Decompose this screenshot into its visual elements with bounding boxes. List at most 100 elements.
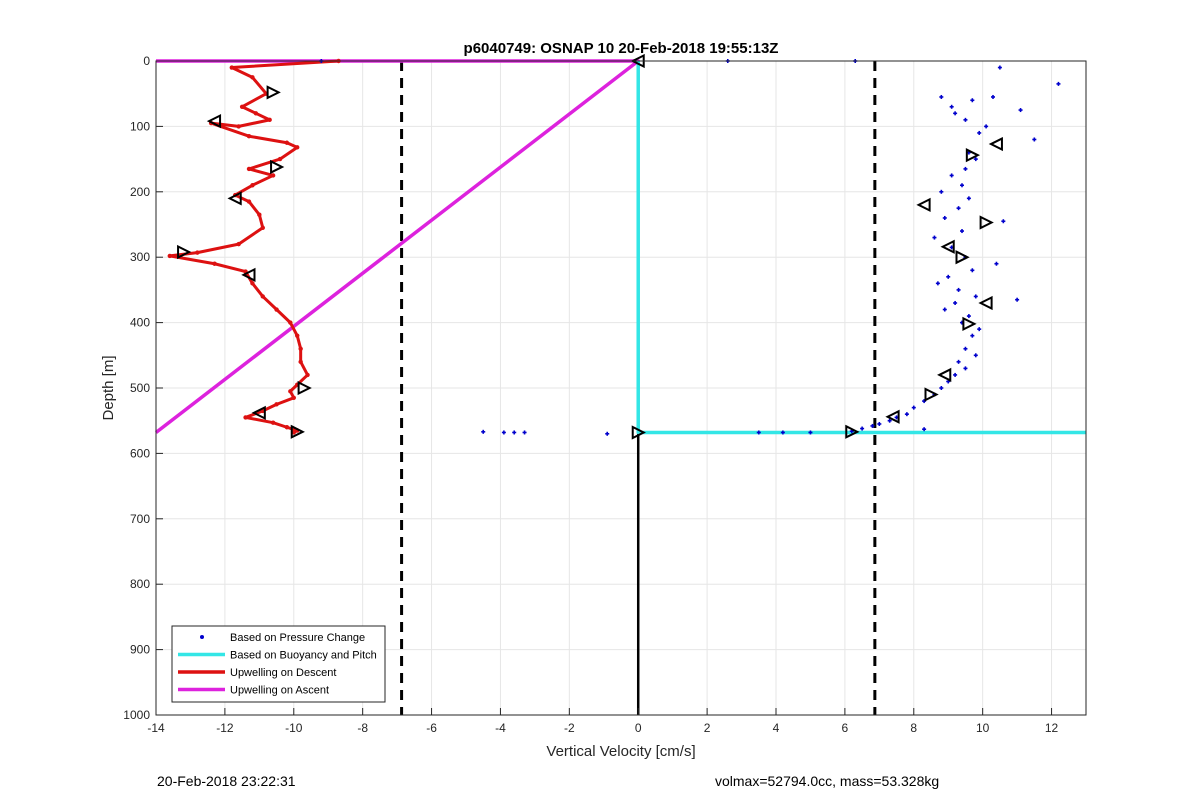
y-tick-label: 200 [130,185,150,199]
pressure-change-point-v [954,300,956,305]
descent-point [298,359,303,365]
pressure-change-point-v [974,294,977,299]
ascent-marker [845,424,860,439]
ascent-marker [916,197,931,212]
descent-point [298,346,303,351]
descent-point [250,75,255,80]
descent-marker [297,380,312,396]
descent-point [257,212,262,217]
x-tick-label: -6 [426,721,437,735]
pressure-change-point-v [1019,108,1022,113]
descent-point [260,294,265,299]
descent-point [291,395,296,401]
descent-point [260,225,265,230]
descent-point [288,389,293,394]
ascent-marker [979,215,994,230]
y-tick-label: 700 [130,512,150,526]
x-tick-label: -10 [285,721,303,735]
pressure-change-point-v [957,287,960,292]
marker-layer [177,53,1003,440]
pressure-change-point-v [523,430,526,435]
ascent-marker [924,387,939,402]
pressure-change-point-v [961,183,963,188]
pressure-change-point-v [513,430,516,435]
pressure-change-point-v [954,372,956,377]
pressure-change-point-v [878,421,881,426]
pressure-change-point-v [964,366,967,371]
x-tick-label: 2 [704,721,711,735]
pressure-change-point-v [895,415,898,420]
pressure-change-point-v [992,94,994,99]
ascent-marker [978,295,993,311]
y-tick-label: 400 [130,316,150,330]
pressure-change-point-v [971,98,974,103]
pressure-change-point-v [850,429,853,434]
pressure-change-point-v [964,346,967,351]
x-axis-label: Vertical Velocity [cm/s] [546,743,695,760]
pressure-change-point-v [974,353,977,358]
chart-title: p6040749: OSNAP 10 20-Feb-2018 19:55:13Z [464,40,779,57]
pressure-change-point-v [809,430,812,435]
pressure-change-point-v [961,320,963,325]
x-tick-label: -12 [216,721,234,735]
footer-timestamp: 20-Feb-2018 23:22:31 [157,773,296,789]
descent-point [267,117,272,123]
pressure-change-point-v [974,157,977,162]
ascent-marker [885,409,900,424]
descent-point [236,241,241,247]
pressure-change-point-v [995,261,998,266]
pressure-change-point-v [1033,137,1036,142]
pressure-change-point-v [912,405,915,410]
pressure-change-point-v [940,386,943,390]
descent-point [284,425,290,430]
pressure-change-point-v [757,430,760,435]
pressure-change-point-v [606,431,609,436]
descent-marker [290,424,305,439]
y-tick-label: 800 [130,577,150,591]
pressure-change-point-v [940,189,943,194]
y-tick-label: 300 [130,250,150,264]
pressure-change-point-v [937,281,939,286]
y-tick-label: 1000 [123,708,150,722]
legend: Based on Pressure Change Based on Buoyanc… [171,625,386,703]
descent-point [243,415,248,420]
descent-point [295,333,300,338]
pressure-change-point-v [940,94,943,99]
descent-point [274,402,279,407]
descent-marker [177,244,192,260]
axis-ticks: -14 -12 -10 -8 -6 -4 -2 0 2 4 6 8 10 12 0 100 200 300 400 5… [123,54,1058,735]
pressure-change-point-v [978,130,981,135]
legend-label: Upwelling on Descent [230,667,336,679]
legend-label: Based on Pressure Change [230,632,365,644]
x-tick-label: 6 [842,721,849,735]
pressure-change-point-v [923,427,925,432]
descent-point [212,261,217,266]
x-tick-label: -4 [495,721,506,735]
descent-point [253,111,259,116]
y-tick-label: 0 [143,54,150,68]
x-tick-label: 12 [1045,721,1059,735]
descent-point [246,166,252,172]
descent-marker [270,159,285,175]
pressure-change-point-v [957,206,960,211]
ascent-marker [988,136,1003,152]
y-tick-label: 600 [130,446,150,460]
legend-label: Based on Buoyancy and Pitch [230,650,377,662]
descent-marker [227,191,242,206]
x-tick-label: -14 [147,721,165,735]
pressure-change-point-v [968,150,970,155]
x-tick-label: -8 [357,721,368,735]
x-tick-label: 4 [773,721,780,735]
x-tick-label: 8 [910,721,917,735]
x-tick-label: 10 [976,721,990,735]
descent-point [250,183,255,188]
pressure-change-point-v [947,274,950,279]
footer-volmax-mass: volmax=52794.0cc, mass=53.328kg [715,773,940,789]
descent-point [246,199,252,204]
legend-label: Upwelling on Ascent [230,685,329,697]
y-axis-label: Depth [m] [100,355,117,420]
descent-point [305,372,310,378]
pressure-change-point-v [1057,81,1060,86]
descent-point [284,140,290,145]
